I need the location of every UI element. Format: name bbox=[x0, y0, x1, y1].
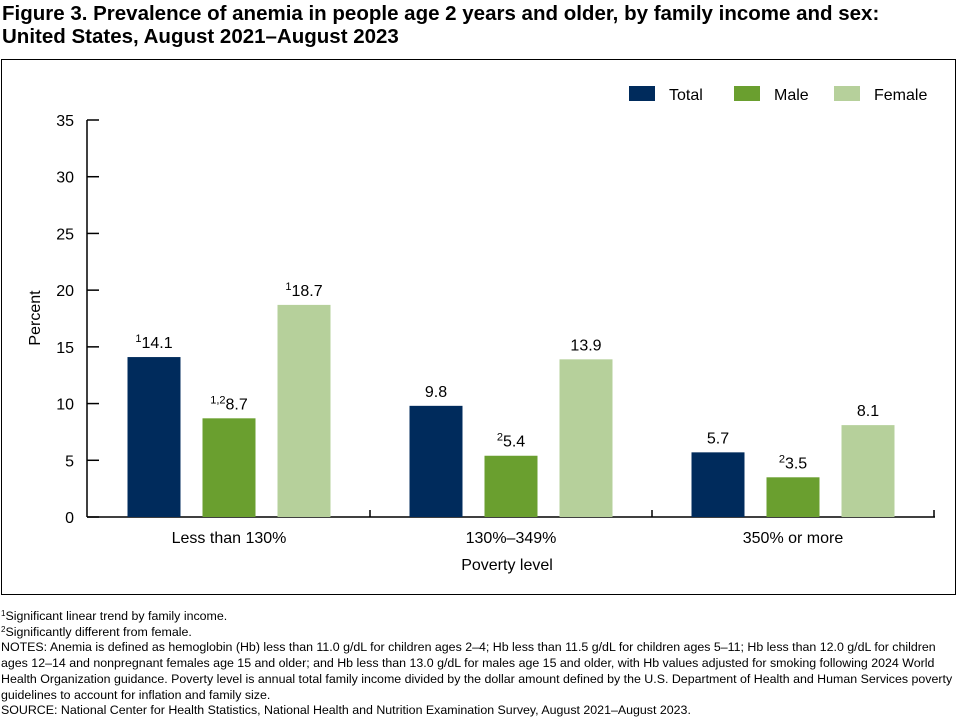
footnote-2: 2Significantly different from female. bbox=[1, 625, 957, 641]
footnote-2-marker: 2 bbox=[1, 624, 6, 634]
x-tick-label-1: 130%–349% bbox=[466, 530, 557, 547]
legend-swatch-male bbox=[734, 86, 760, 101]
figure-title-line-2: United States, August 2021–August 2023 bbox=[2, 25, 399, 48]
y-tick-label-35: 35 bbox=[56, 113, 74, 130]
y-tick-label-5: 5 bbox=[65, 453, 74, 470]
bar-total-0 bbox=[127, 357, 181, 517]
footnotes: 1Significant linear trend by family inco… bbox=[1, 609, 957, 719]
data-label-superscript: 2 bbox=[497, 432, 503, 444]
y-tick-label-25: 25 bbox=[56, 226, 74, 243]
bar-male-2 bbox=[766, 477, 820, 517]
bar-total-1 bbox=[409, 405, 463, 517]
data-label-male-2: 23.5 bbox=[779, 453, 807, 472]
x-axis-title: Poverty level bbox=[461, 557, 553, 574]
figure-title: Figure 3. Prevalence of anemia in people… bbox=[2, 2, 952, 48]
data-label-superscript: 1,2 bbox=[210, 394, 225, 406]
legend-label-female: Female bbox=[874, 87, 927, 104]
y-tick-label-10: 10 bbox=[56, 397, 74, 414]
data-label-male-1: 25.4 bbox=[497, 432, 525, 451]
bar-total-2 bbox=[691, 452, 745, 517]
legend-label-total: Total bbox=[669, 87, 703, 104]
x-tick-label-0: Less than 130% bbox=[172, 530, 287, 547]
y-axis-title: Percent bbox=[27, 290, 44, 346]
bar-female-2 bbox=[841, 425, 895, 517]
y-tick-label-30: 30 bbox=[56, 170, 74, 187]
data-label-male-0: 1,28.7 bbox=[210, 394, 248, 413]
footnote-2-text: Significantly different from female. bbox=[5, 624, 192, 639]
figure-title-line-1: Figure 3. Prevalence of anemia in people… bbox=[2, 2, 880, 25]
legend-swatch-female bbox=[834, 86, 860, 101]
bar-female-0 bbox=[277, 304, 331, 517]
legend-swatch-total bbox=[629, 86, 655, 101]
x-tick-label-2: 350% or more bbox=[743, 530, 844, 547]
legend-label-male: Male bbox=[774, 87, 809, 104]
footnote-1: 1Significant linear trend by family inco… bbox=[1, 609, 957, 625]
footnote-1-marker: 1 bbox=[1, 609, 6, 618]
y-tick-label-15: 15 bbox=[56, 340, 74, 357]
source-text: SOURCE: National Center for Health Stati… bbox=[1, 703, 691, 718]
data-label-value: 5.4 bbox=[503, 434, 525, 451]
bar-male-0 bbox=[202, 418, 256, 517]
data-label-value: 8.7 bbox=[226, 396, 248, 413]
data-label-value: 14.1 bbox=[141, 335, 172, 352]
data-label-female-2: 8.1 bbox=[857, 403, 879, 420]
chart-frame bbox=[1, 59, 956, 595]
bar-chart: 0 5 10 15 20 25 30 35 Percent Poverty level Less t… bbox=[27, 86, 935, 574]
data-label-total-1: 9.8 bbox=[425, 384, 447, 401]
y-tick-label-0: 0 bbox=[65, 510, 74, 527]
footnote-1-text: Significant linear trend by family incom… bbox=[5, 609, 228, 623]
data-label-superscript: 1 bbox=[135, 333, 141, 345]
y-tick-label-20: 20 bbox=[56, 283, 74, 300]
data-label-female-1: 13.9 bbox=[570, 337, 601, 354]
data-label-superscript: 1 bbox=[285, 281, 291, 293]
data-label-total-0: 114.1 bbox=[135, 333, 172, 352]
notes-text: NOTES: Anemia is defined as hemoglobin (… bbox=[1, 640, 953, 702]
data-label-value: 18.7 bbox=[291, 283, 322, 300]
data-label-total-2: 5.7 bbox=[707, 430, 729, 447]
data-label-value: 3.5 bbox=[785, 455, 807, 472]
data-label-female-0: 118.7 bbox=[285, 281, 322, 300]
bar-female-1 bbox=[559, 359, 613, 517]
data-label-superscript: 2 bbox=[779, 453, 785, 465]
bar-male-1 bbox=[484, 455, 538, 517]
